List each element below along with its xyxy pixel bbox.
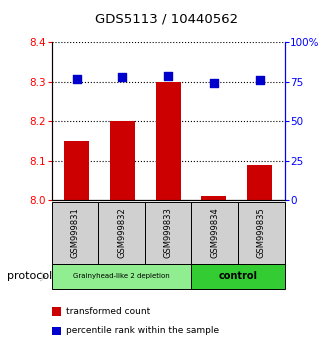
Bar: [110, 121, 135, 200]
Bar: [156, 82, 181, 200]
Text: protocol: protocol: [7, 272, 52, 281]
Text: GSM999834: GSM999834: [210, 207, 219, 258]
Text: GSM999833: GSM999833: [164, 207, 173, 258]
Point: [120, 74, 125, 80]
Text: transformed count: transformed count: [66, 307, 150, 316]
Bar: [64, 141, 89, 200]
Text: GDS5113 / 10440562: GDS5113 / 10440562: [95, 12, 238, 25]
Point: [74, 76, 79, 81]
Text: GSM999831: GSM999831: [70, 207, 80, 258]
Bar: [247, 165, 272, 200]
Bar: [201, 196, 226, 200]
Text: GSM999832: GSM999832: [117, 207, 126, 258]
Point: [166, 73, 171, 78]
Text: GSM999835: GSM999835: [257, 207, 266, 258]
Point: [257, 78, 262, 83]
Text: percentile rank within the sample: percentile rank within the sample: [66, 326, 219, 336]
Text: control: control: [218, 272, 258, 281]
Text: Grainyhead-like 2 depletion: Grainyhead-like 2 depletion: [73, 274, 170, 279]
Point: [211, 81, 216, 86]
